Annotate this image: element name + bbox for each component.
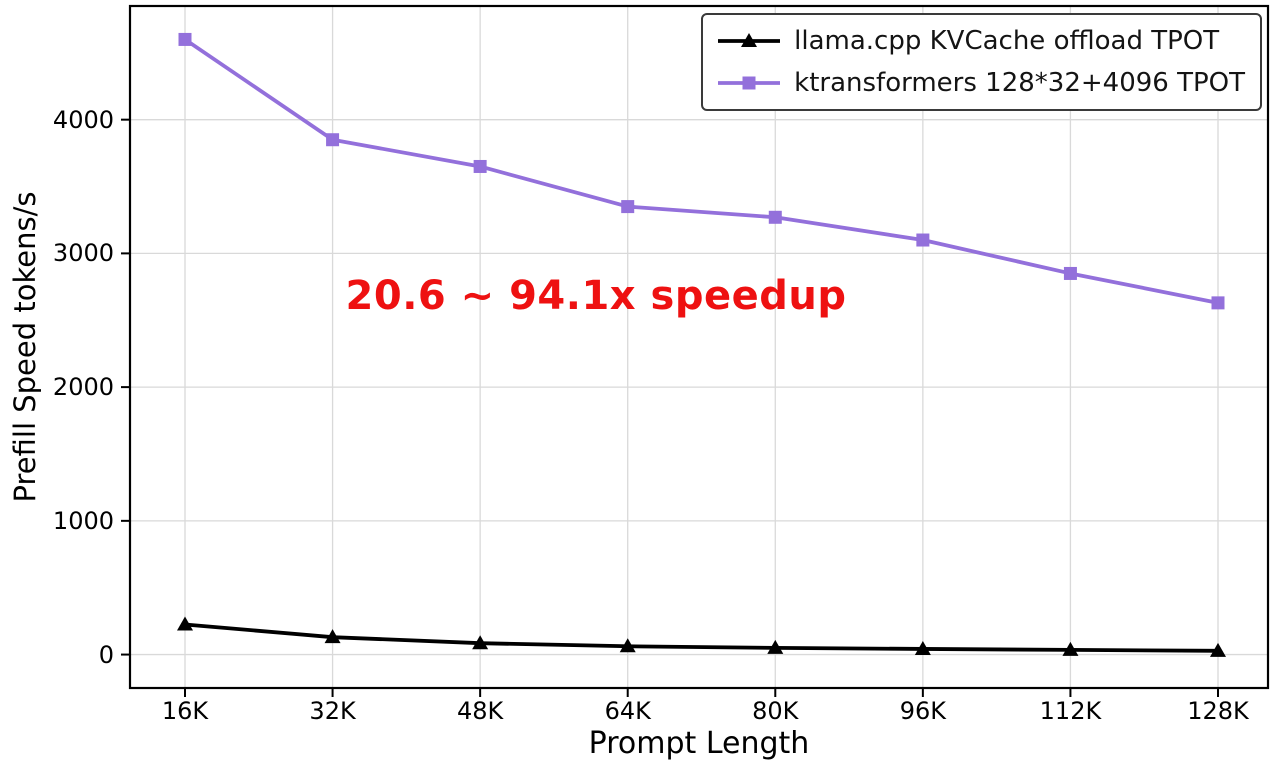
legend-label: llama.cpp KVCache offload TPOT	[794, 26, 1220, 56]
x-tick-label: 112K	[1039, 697, 1102, 725]
y-axis-label: Prefill Speed tokens/s	[8, 191, 42, 503]
y-tick-label: 2000	[52, 373, 114, 402]
y-tick-label: 1000	[52, 506, 114, 535]
x-tick-label: 16K	[161, 697, 209, 725]
speedup-annotation: 20.6 ~ 94.1x speedup	[345, 273, 847, 319]
x-tick-label: 80K	[752, 697, 799, 725]
line-marker-sample-icon	[718, 33, 781, 47]
x-tick-label: 48K	[457, 697, 504, 725]
x-tick-label: 96K	[899, 697, 946, 725]
legend-label: ktransformers 128*32+4096 TPOT	[794, 68, 1245, 98]
x-tick-label: 32K	[309, 697, 356, 725]
y-tick-label: 0	[98, 640, 114, 669]
legend-item-ktransformers: ktransformers 128*32+4096 TPOT	[716, 68, 1245, 98]
x-tick-label: 128K	[1187, 697, 1249, 725]
x-axis-label: Prompt Length	[588, 726, 810, 761]
legend: llama.cpp KVCache offload TPOT ktransfor…	[701, 13, 1262, 111]
x-tick-label: 64K	[604, 697, 651, 725]
y-tick-label: 4000	[52, 105, 114, 134]
line-marker-sample-icon	[718, 76, 781, 90]
legend-item-llama-cpp: llama.cpp KVCache offload TPOT	[716, 26, 1245, 56]
y-tick-label: 3000	[52, 239, 114, 268]
